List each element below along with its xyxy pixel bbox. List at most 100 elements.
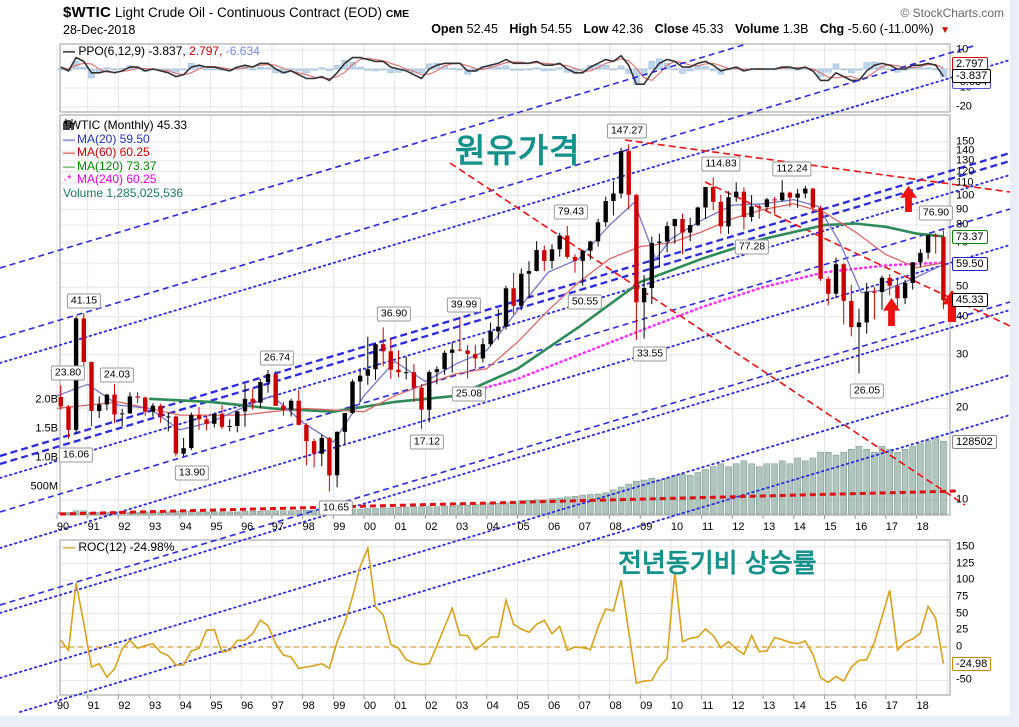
- dotted-line-icon: ·*: [63, 172, 72, 187]
- quote-high-value: 54.55: [540, 22, 572, 36]
- roc-axis-label: 100: [956, 573, 975, 586]
- price-axis-label: 110: [956, 176, 974, 189]
- price-value-box: 73.37: [952, 229, 988, 244]
- x-axis-year-label: 02: [425, 700, 438, 712]
- price-callout: 13.90: [174, 465, 210, 481]
- roc-axis-label: 25: [956, 623, 969, 636]
- main-chart-legend: $WTIC (Monthly) 45.33— MA(20) 59.50— MA(60…: [63, 118, 187, 201]
- x-axis-year-label: 91: [87, 521, 100, 533]
- x-axis-year-label: 07: [578, 521, 592, 533]
- ppo-value-box: 2.797: [952, 56, 988, 71]
- chart-canvas: [0, 43, 1010, 713]
- x-axis-year-label: 13: [762, 521, 776, 533]
- x-axis-year-label: 92: [118, 521, 131, 533]
- line-icon: —: [63, 145, 75, 160]
- ppo-axis-label: 10: [956, 43, 969, 56]
- price-axis-label: 80: [956, 218, 969, 231]
- x-axis-year-label: 93: [148, 700, 162, 712]
- quote-volume-value: 1.3B: [782, 22, 809, 36]
- date-label: 28-Dec-2018: [63, 23, 136, 37]
- x-axis-year-label: 96: [241, 700, 254, 712]
- quote-low-label: Low: [583, 22, 609, 36]
- price-callout: 79.43: [553, 204, 589, 220]
- price-axis-label: 50: [956, 280, 969, 293]
- x-axis-year-label: 07: [578, 700, 592, 712]
- legend-row-ma-20-59-50: — MA(20) 59.50: [63, 131, 150, 146]
- x-axis-year-label: 99: [333, 521, 346, 533]
- roc-legend: — ROC(12) -24.98%: [63, 540, 174, 554]
- price-axis-label: 20: [956, 401, 969, 414]
- price-axis-label: 40: [956, 310, 969, 323]
- price-axis-label: 90: [956, 203, 969, 215]
- x-axis-year-label: 94: [179, 700, 192, 712]
- legend-row-volume-1-285-025-536: Volume 1,285,025,536: [63, 120, 187, 201]
- x-axis-year-label: 03: [455, 700, 469, 712]
- x-axis-year-label: 99: [333, 700, 346, 712]
- price-callout: 33.55: [632, 346, 668, 362]
- x-axis-year-label: 00: [363, 700, 377, 712]
- x-axis-year-label: 05: [517, 700, 530, 712]
- x-axis-year-label: 00: [363, 521, 377, 533]
- x-axis-year-label: 18: [916, 700, 929, 712]
- x-axis-year-label: 04: [486, 700, 499, 712]
- price-callout: 50.55: [567, 294, 603, 310]
- volume-axis-label: 1.0B: [35, 451, 58, 464]
- x-axis-year-label: 11: [701, 521, 714, 533]
- change-down-icon: ▼: [940, 25, 950, 36]
- x-axis-year-label: 17: [885, 521, 899, 533]
- ppo-axis-label: -20: [956, 100, 972, 113]
- x-axis-year-label: 92: [118, 700, 131, 712]
- korean-annotation-crude-oil-price: 원유가격: [455, 132, 581, 169]
- x-axis-year-label: 11: [701, 700, 714, 712]
- x-axis-year-label: 97: [271, 521, 285, 533]
- x-axis-year-label: 17: [885, 700, 899, 712]
- up-arrow-annotation: [883, 298, 900, 326]
- ppo-hist-value: -6.634: [222, 44, 260, 58]
- price-value-box: 59.50: [952, 257, 988, 272]
- price-callout: 10.65: [318, 500, 354, 516]
- x-axis-year-label: 10: [670, 700, 684, 712]
- volume-axis-label: 500M: [30, 480, 58, 493]
- quote-close-label: Close: [654, 22, 689, 36]
- quote-open-label: Open: [431, 22, 464, 36]
- x-axis-year-label: 16: [855, 700, 868, 712]
- roc-value-box: -24.98: [952, 656, 992, 671]
- legend-row-ma-120-73-37: — MA(120) 73.37: [63, 158, 157, 173]
- ppo-line-icon: —: [63, 44, 75, 58]
- price-axis-label: 140: [956, 144, 975, 157]
- x-axis-year-label: 08: [609, 700, 622, 712]
- instrument-title: Light Crude Oil - Continuous Contract (E…: [114, 5, 383, 20]
- quote-low-value: 42.36: [611, 22, 644, 36]
- price-axis-label: 130: [956, 154, 975, 167]
- price-callout: 41.15: [66, 293, 102, 309]
- ppo-legend: — PPO(6,12,9) -3.837, 2.797, -6.634: [63, 44, 260, 58]
- price-axis-label: 30: [956, 348, 969, 361]
- x-axis-year-label: 14: [793, 521, 806, 533]
- x-axis-year-label: 10: [670, 521, 684, 533]
- volume-bars-icon: [63, 120, 74, 130]
- price-callout: 114.83: [701, 156, 741, 172]
- ppo-signal-value: 2.797,: [185, 44, 223, 58]
- legend-row-ma-240-60-25: ·* MA(240) 60.25: [63, 172, 157, 187]
- roc-axis-label: 0: [956, 640, 963, 653]
- x-axis-year-label: 01: [394, 700, 407, 712]
- x-axis-year-label: 90: [56, 700, 70, 712]
- x-axis-year-label: 12: [732, 700, 745, 712]
- ppo-value-box: -3.837: [952, 69, 992, 84]
- x-axis-year-label: 97: [271, 700, 285, 712]
- roc-axis-label: 75: [956, 590, 969, 603]
- roc-label: ROC(12) -24.98%: [78, 540, 175, 554]
- x-axis-year-label: 01: [394, 521, 407, 533]
- x-axis-year-label: 18: [916, 521, 929, 533]
- price-callout: 112.24: [772, 161, 812, 177]
- price-callout: 17.12: [409, 434, 445, 450]
- roc-axis-label: 150: [956, 540, 975, 553]
- roc-line-icon: —: [63, 540, 75, 554]
- price-axis-label: 10: [956, 493, 969, 506]
- quote-summary: Open 52.45 High 54.55 Low 42.36 Close 45…: [0, 22, 950, 36]
- line-icon: —: [63, 131, 75, 146]
- volume-axis-label: 1.5B: [35, 422, 58, 435]
- x-axis-year-label: 95: [210, 521, 223, 533]
- exchange-label: CME: [385, 8, 410, 20]
- x-axis-year-label: 91: [87, 700, 100, 712]
